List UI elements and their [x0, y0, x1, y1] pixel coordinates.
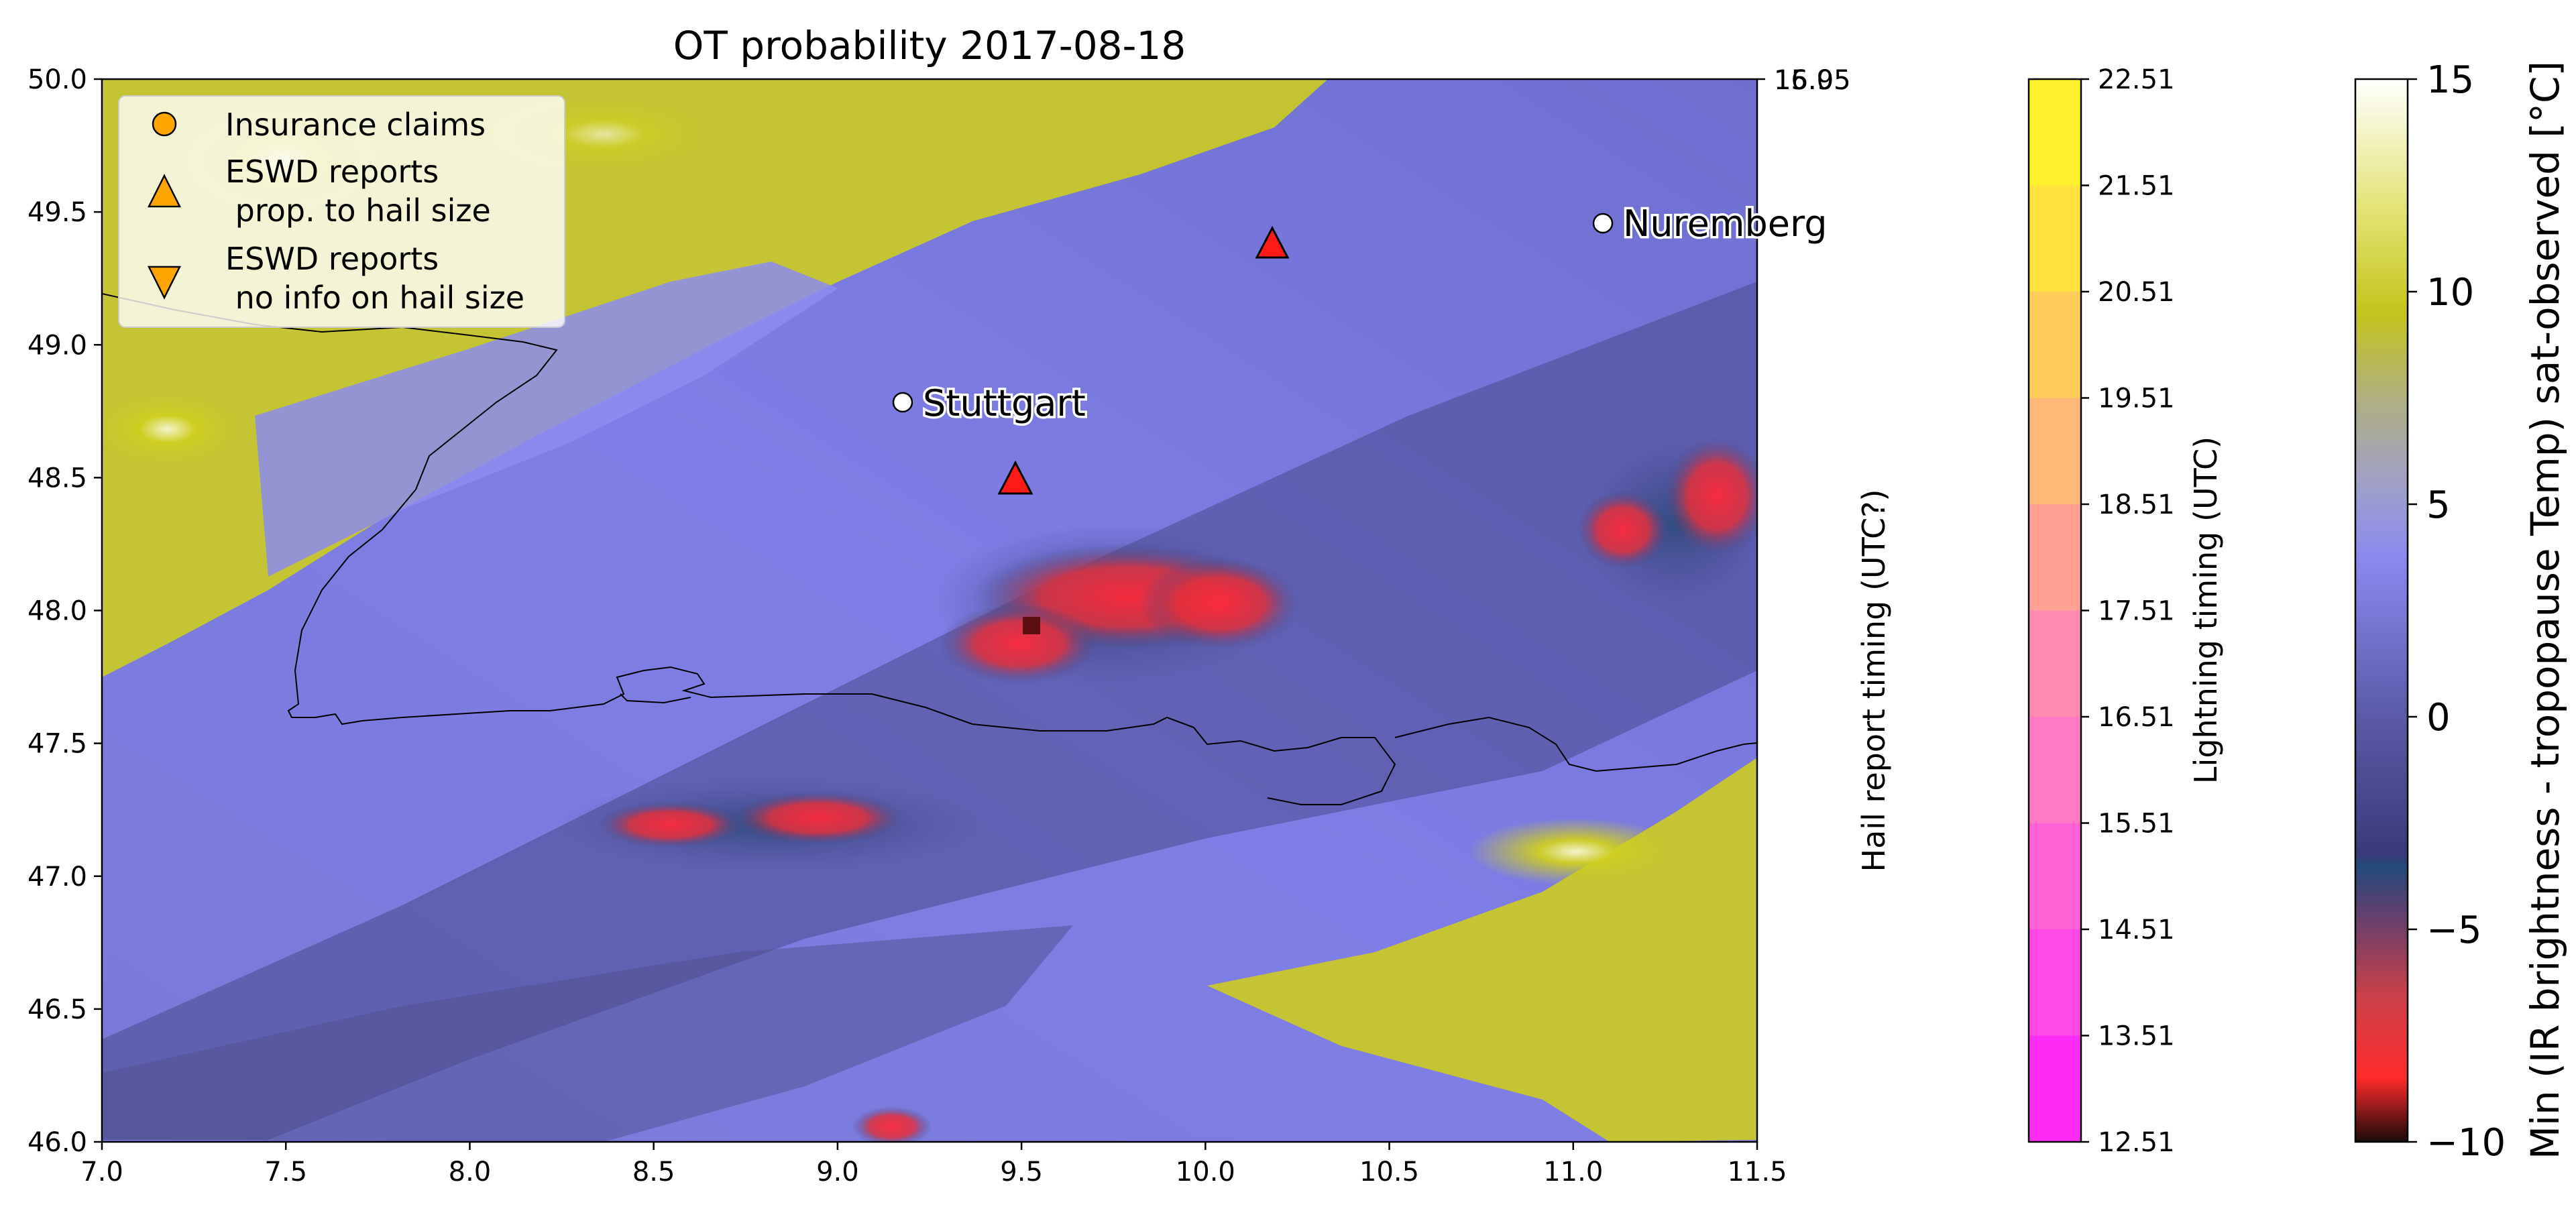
x-tick-label: 7.5 — [264, 1157, 307, 1187]
lightning-color-band — [2029, 185, 2081, 292]
lightning-tick-label: 21.51 — [2098, 171, 2175, 202]
legend-marker-circle — [152, 111, 177, 137]
x-tick-label: 11.0 — [1543, 1157, 1603, 1187]
lightning-colorbar: 22.51 21.51 20.51 19.51 18.51 17.51 16.51 15.51… — [2027, 64, 2224, 1158]
lightning-color-band — [2029, 504, 2081, 611]
border-line — [361, 666, 1396, 805]
temperature-tick-label: 5 — [2426, 483, 2451, 527]
cool-tongue-northwest — [255, 261, 838, 577]
y-axis: 46.0 46.5 47.0 47.5 48.0 48.5 49.0 49.5 50.0 — [27, 64, 102, 1158]
chart-title: OT probability 2017-08-18 — [673, 23, 1186, 68]
y-tick-label: 50.0 — [27, 64, 87, 95]
y-tick-label: 48.5 — [27, 463, 87, 493]
temperature-tick-label: 0 — [2426, 696, 2451, 740]
temperature-colorbar: 15 10 5 0 −5 −10 Min (IR brightness - tropopa… — [2354, 58, 2568, 1165]
lightning-color-band — [2029, 398, 2081, 504]
legend-marker-triangle-down — [147, 266, 182, 300]
warm-spot — [1469, 818, 1683, 885]
border-line — [1394, 716, 1757, 772]
city-label-nuremberg: Nuremberg — [1623, 202, 1828, 245]
legend-label-eswd-no-size: ESWD reports no info on hail size — [0, 0, 573, 316]
lightning-color-band — [2029, 79, 2081, 186]
temperature-tick-label: 15 — [2426, 58, 2474, 102]
x-tick-label: 9.5 — [1000, 1157, 1043, 1187]
temperature-colorbar-label: Min (IR brightness - tropopause Temp) sa… — [2522, 61, 2568, 1159]
temperature-tick-label: 10 — [2426, 271, 2474, 314]
y-tick-label: 46.0 — [27, 1127, 87, 1158]
lightning-colorbar-label: Lightning timing (UTC) — [2188, 436, 2224, 784]
right-axis: 16.05 15.95 — [1757, 65, 1851, 96]
x-tick-label: 7.0 — [80, 1157, 123, 1187]
border-line — [620, 693, 691, 704]
y-tick-label: 48.0 — [27, 596, 87, 627]
right-axis-tick: 15.95 — [1774, 65, 1851, 96]
overshooting-top — [939, 603, 1100, 684]
lightning-color-band — [2029, 292, 2081, 398]
overshooting-top — [852, 1106, 932, 1142]
temperature-tick-label: −5 — [2426, 909, 2482, 952]
lightning-tick-label: 22.51 — [2098, 64, 2175, 95]
legend: Insurance claims ESWD reports prop. to h… — [0, 0, 573, 328]
lightning-tick-label: 12.51 — [2098, 1127, 2175, 1158]
y-tick-label: 47.5 — [27, 729, 87, 760]
eswd-report-marker — [1255, 225, 1290, 259]
hail-timing-label: Hail report timing (UTC?) — [1856, 489, 1892, 872]
cloud-band — [102, 282, 1757, 1140]
x-tick-label: 11.5 — [1727, 1157, 1787, 1187]
x-tick-label: 10.0 — [1176, 1157, 1235, 1187]
lightning-tick-label: 16.51 — [2098, 702, 2175, 733]
lightning-tick-label: 15.51 — [2098, 809, 2175, 839]
lightning-color-band — [2029, 823, 2081, 929]
lightning-color-band — [2029, 1035, 2081, 1142]
lightning-tick-label: 13.51 — [2098, 1021, 2175, 1052]
x-tick-label: 8.0 — [449, 1157, 492, 1187]
x-tick-label: 8.5 — [632, 1157, 675, 1187]
lightning-tick-label: 18.51 — [2098, 489, 2175, 520]
y-tick-label: 49.0 — [27, 330, 87, 361]
overshooting-top — [1663, 436, 1757, 557]
legend-marker-triangle-up — [147, 174, 182, 208]
cloud-band-south — [102, 925, 1073, 1142]
x-tick-label: 10.5 — [1359, 1157, 1419, 1187]
temperature-tick-label: −10 — [2426, 1121, 2506, 1165]
lightning-tick-label: 19.51 — [2098, 384, 2175, 414]
overshooting-top — [1576, 489, 1670, 570]
y-tick-label: 49.5 — [27, 197, 87, 228]
x-axis: 7.0 7.5 8.0 8.5 9.0 9.5 10.0 10.5 11.0 11.5 — [80, 1142, 1787, 1187]
city-marker-nuremberg — [1592, 213, 1614, 234]
lightning-tick-label: 17.51 — [2098, 596, 2175, 627]
lightning-color-band — [2029, 610, 2081, 717]
city-marker-group: Nuremberg Stuttgart — [892, 200, 1830, 427]
overshooting-top — [597, 801, 744, 848]
legend-label-eswd-size: ESWD reports prop. to hail size — [0, 0, 540, 229]
map-panel — [102, 79, 1757, 1142]
warm-spot — [102, 389, 248, 469]
eswd-report-marker — [997, 460, 1033, 495]
y-tick-label: 47.0 — [27, 862, 87, 892]
city-marker-stuttgart — [892, 392, 913, 413]
y-tick-label: 46.5 — [27, 994, 87, 1025]
overshooting-top — [731, 791, 905, 845]
legend-label-insurance: Insurance claims — [225, 107, 486, 143]
overshooting-top — [1140, 557, 1301, 650]
lightning-tick-label: 14.51 — [2098, 915, 2175, 945]
lightning-tick-label: 20.51 — [2098, 277, 2175, 308]
lightning-color-band — [2029, 717, 2081, 823]
right-axis-tick: 16.05 — [1774, 65, 1851, 96]
city-label-stuttgart: Stuttgart — [923, 382, 1086, 424]
lightning-color-band — [2029, 929, 2081, 1036]
x-tick-label: 9.0 — [816, 1157, 859, 1187]
